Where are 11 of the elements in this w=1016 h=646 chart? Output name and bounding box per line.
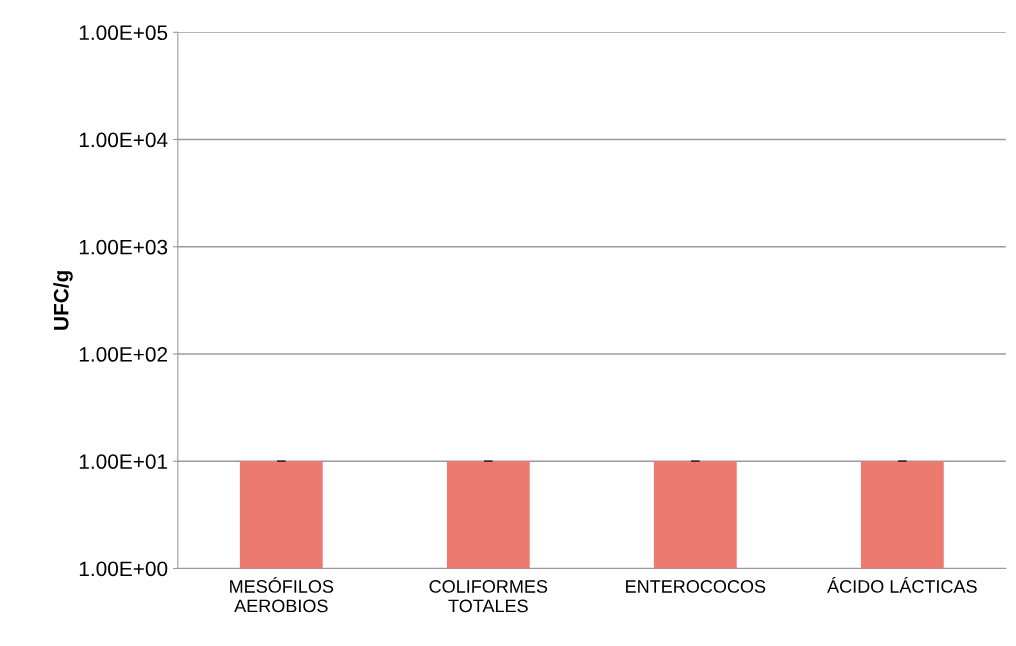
- y-tick-label: 1.00E+03: [79, 239, 168, 255]
- y-axis-title: UFC/g: [53, 271, 73, 330]
- x-tick-label: ENTEROCOCOS: [626, 580, 766, 593]
- y-tick-label: 1.00E+05: [79, 25, 168, 41]
- x-tick-label: MESÓFILOS AEROBIOS: [230, 577, 334, 613]
- y-tick-label: 1.00E+01: [79, 454, 168, 469]
- y-tick-label: 1.00E+04: [79, 132, 168, 148]
- y-tick-label: 1.00E+02: [79, 347, 168, 362]
- x-tick-label: ÁCIDO LÁCTICAS: [827, 577, 977, 593]
- y-tick-label: 1.00E+00: [79, 561, 168, 577]
- x-tick-label: COLIFORMES TOTALES: [429, 580, 548, 613]
